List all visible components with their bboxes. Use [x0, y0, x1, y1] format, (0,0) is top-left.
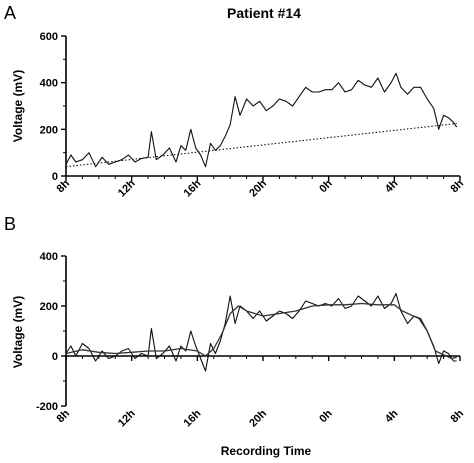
panel-a-y-axis-title: Voltage (mV) [11, 70, 25, 142]
panel-b-x-axis-title: Recording Time [221, 444, 312, 458]
panel-a-y-tick-label: 600 [40, 31, 58, 43]
panel-a-y-tick-label: 400 [40, 78, 58, 90]
panel-b-x-tick-label: 12h [116, 407, 138, 429]
panel-b-series-2-line [65, 302, 457, 360]
panel-b-x-tick-label: 0h [317, 407, 335, 425]
panel-b-y-tick-label: 0 [52, 351, 58, 363]
panel-a-x-tick-label: 20h [247, 177, 269, 199]
panel-b-y-tick-label: 400 [40, 251, 58, 263]
panel-b-series-1-line [65, 292, 457, 372]
panel-b-x-tick-label: 20h [247, 407, 269, 429]
panel-b-x-tick-label: 4h [383, 407, 401, 425]
panel-a-y-tick-label: 0 [52, 171, 58, 183]
panel-b: B Voltage (mV) Recording Time -200 0 200 40… [4, 214, 466, 458]
panel-a-letter: A [4, 3, 16, 23]
panel-a-x-tick-label: 8h [449, 177, 467, 195]
panel-b-x-tick-label: 8h [449, 407, 467, 425]
panel-b-y-axis-title: Voltage (mV) [11, 296, 25, 368]
panel-a-x-tick-label: 4h [383, 177, 401, 195]
panel-a-x-tick-label: 16h [182, 177, 204, 199]
panel-b-letter: B [4, 214, 16, 234]
panel-b-x-tick-label: 16h [182, 407, 204, 429]
panel-a-x-tick-label: 0h [317, 177, 335, 195]
panel-a: A Patient #14 Voltage (mV) 0 200 400 600 8h 1… [4, 3, 466, 200]
panel-a-series-2-line [65, 122, 457, 168]
panel-b-y-tick-label: 200 [40, 301, 58, 313]
panel-a-y-tick-label: 200 [40, 124, 58, 136]
panel-a-x-tick-label: 12h [116, 177, 138, 199]
chart-title: Patient #14 [227, 5, 301, 21]
panel-a-series-1-line [65, 72, 458, 168]
panel-b-y-tick-label: -200 [36, 401, 58, 413]
